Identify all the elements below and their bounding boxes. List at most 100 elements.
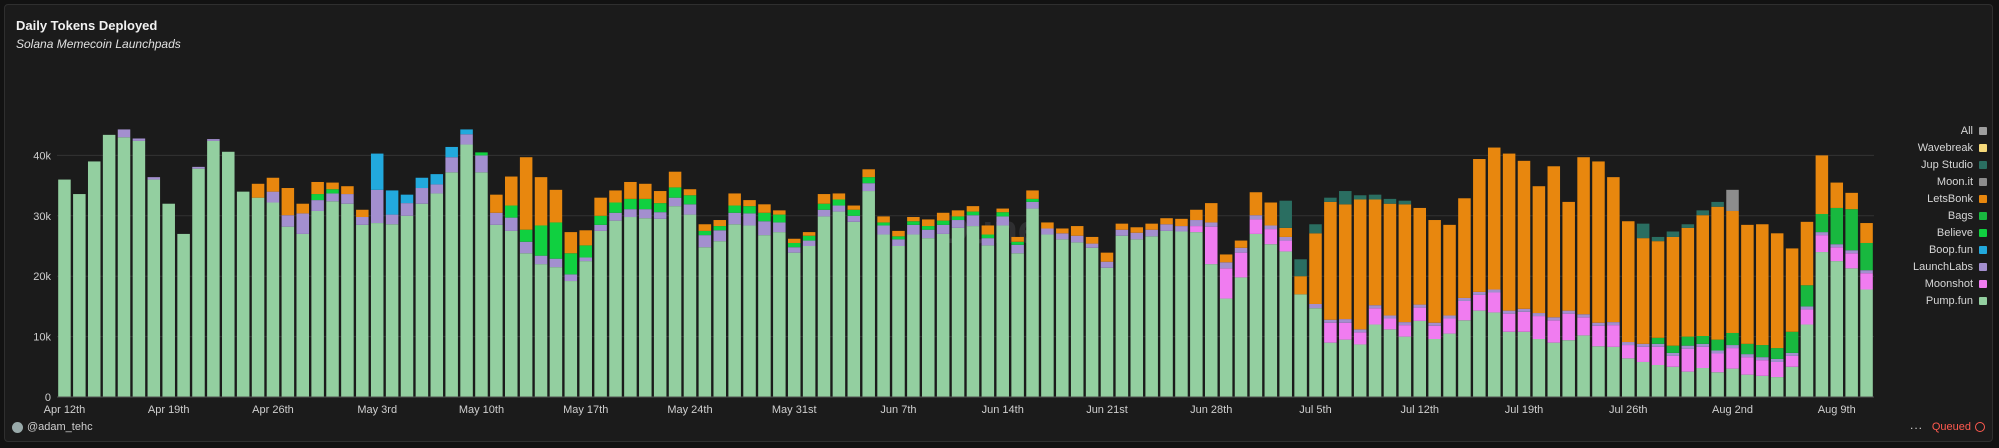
y-tick-label: 30k bbox=[33, 211, 51, 223]
bar-pump-fun-26 bbox=[445, 172, 458, 397]
bar-letsbonk-65 bbox=[1026, 190, 1039, 199]
bar-jup-studio-106 bbox=[1636, 223, 1650, 239]
bar-launchlabs-70 bbox=[1100, 261, 1114, 268]
bar-pump-fun-38 bbox=[624, 217, 637, 397]
bar-letsbonk-91 bbox=[1413, 207, 1427, 305]
bar-jup-studio-88 bbox=[1368, 194, 1382, 200]
bar-pump-fun-58 bbox=[922, 238, 935, 397]
legend-swatch bbox=[1979, 126, 1987, 135]
bar-pump-fun-61 bbox=[966, 226, 980, 397]
bar-launchlabs-28 bbox=[475, 155, 488, 173]
bar-pump-fun-45 bbox=[728, 224, 741, 397]
bar-jup-studio-107 bbox=[1651, 236, 1665, 242]
bar-moonshot-114 bbox=[1756, 360, 1769, 376]
bar-letsbonk-54 bbox=[862, 169, 875, 178]
bar-launchlabs-117 bbox=[1800, 306, 1814, 310]
bar-pump-fun-121 bbox=[1860, 289, 1873, 397]
bar-letsbonk-43 bbox=[698, 224, 712, 231]
bar-letsbonk-37 bbox=[609, 190, 622, 203]
bar-letsbonk-20 bbox=[356, 209, 369, 218]
bar-pump-fun-30 bbox=[504, 230, 518, 397]
bar-letsbonk-71 bbox=[1115, 223, 1129, 230]
bar-believe-61 bbox=[966, 211, 980, 216]
bar-pump-fun-43 bbox=[698, 247, 712, 397]
bar-jup-studio-82 bbox=[1279, 200, 1292, 228]
bar-launchlabs-115 bbox=[1770, 358, 1784, 362]
legend-item-believe[interactable]: Believe bbox=[1807, 224, 1987, 241]
bar-launchlabs-20 bbox=[356, 217, 369, 225]
bar-pump-fun-89 bbox=[1383, 329, 1397, 397]
bar-letsbonk-76 bbox=[1190, 209, 1203, 221]
bar-moonshot-98 bbox=[1517, 311, 1531, 332]
author[interactable]: @adam_tehc bbox=[12, 421, 93, 433]
bar-bags-119 bbox=[1830, 207, 1844, 245]
bar-letsbonk-16 bbox=[296, 203, 309, 214]
bar-believe-43 bbox=[698, 230, 712, 236]
bar-launchlabs-56 bbox=[892, 239, 905, 246]
bar-pump-fun-76 bbox=[1190, 232, 1203, 397]
bar-launchlabs-4 bbox=[117, 129, 131, 138]
bar-launchlabs-106 bbox=[1636, 343, 1650, 347]
bar-pump-fun-32 bbox=[534, 264, 548, 397]
bar-pump-fun-67 bbox=[1056, 239, 1069, 397]
bar-pump-fun-88 bbox=[1368, 324, 1382, 397]
legend-item-moonshot[interactable]: Moonshot bbox=[1807, 275, 1987, 292]
legend-item-wavebreak[interactable]: Wavebreak bbox=[1807, 139, 1987, 156]
bar-boop-fun-23 bbox=[400, 194, 414, 204]
bar-pump-fun-69 bbox=[1085, 247, 1099, 397]
chart-subtitle: Solana Memecoin Launchpads bbox=[16, 37, 181, 51]
legend-item-boop-fun[interactable]: Boop.fun bbox=[1807, 241, 1987, 258]
bar-launchlabs-36 bbox=[594, 224, 607, 231]
bar-launchlabs-61 bbox=[966, 215, 980, 227]
bar-launchlabs-73 bbox=[1145, 229, 1158, 237]
bar-launchlabs-63 bbox=[996, 216, 1009, 226]
bar-launchlabs-103 bbox=[1592, 322, 1605, 326]
bar-moonshot-96 bbox=[1487, 292, 1501, 313]
status-label: Queued bbox=[1931, 421, 1971, 433]
bar-launchlabs-22 bbox=[385, 214, 399, 225]
bar-pump-fun-24 bbox=[415, 203, 429, 397]
legend-item-moon-it[interactable]: Moon.it bbox=[1807, 173, 1987, 190]
bar-launchlabs-9 bbox=[192, 166, 205, 169]
x-tick-label: May 3rd bbox=[357, 404, 397, 416]
legend-item-pump-fun[interactable]: Pump.fun bbox=[1807, 292, 1987, 309]
bar-moonshot-101 bbox=[1562, 313, 1575, 341]
more-options-button[interactable]: ... bbox=[1909, 418, 1923, 432]
bar-believe-35 bbox=[579, 245, 592, 258]
legend-item-all[interactable]: All bbox=[1807, 122, 1987, 139]
bar-bags-118 bbox=[1815, 213, 1829, 233]
bar-letsbonk-87 bbox=[1353, 199, 1367, 330]
bar-launchlabs-21 bbox=[370, 189, 384, 224]
bar-pump-fun-81 bbox=[1264, 244, 1278, 397]
bar-letsbonk-100 bbox=[1547, 166, 1561, 318]
bar-launchlabs-16 bbox=[296, 213, 309, 234]
bar-moonshot-93 bbox=[1443, 318, 1456, 334]
bar-launchlabs-88 bbox=[1368, 305, 1382, 309]
legend-label: All bbox=[1960, 124, 1973, 137]
bar-letsbonk-112 bbox=[1726, 210, 1739, 333]
bar-letsbonk-74 bbox=[1160, 218, 1173, 225]
bar-letsbonk-70 bbox=[1100, 252, 1114, 262]
legend-item-launchlabs[interactable]: LaunchLabs bbox=[1807, 258, 1987, 275]
bar-jup-studio-110 bbox=[1696, 210, 1709, 216]
bar-launchlabs-81 bbox=[1264, 225, 1278, 230]
bar-pump-fun-78 bbox=[1219, 298, 1233, 397]
bar-pump-fun-98 bbox=[1517, 331, 1531, 397]
bar-pump-fun-72 bbox=[1130, 239, 1144, 397]
bar-moonshot-97 bbox=[1502, 313, 1516, 332]
bar-boop-fun-21 bbox=[370, 153, 384, 190]
legend-item-jup-studio[interactable]: Jup Studio bbox=[1807, 156, 1987, 173]
bar-bags-116 bbox=[1785, 331, 1799, 353]
bar-pump-fun-87 bbox=[1353, 344, 1367, 397]
bar-launchlabs-75 bbox=[1175, 226, 1188, 232]
bar-pump-fun-75 bbox=[1175, 231, 1188, 397]
bar-letsbonk-61 bbox=[966, 206, 980, 212]
bar-launchlabs-49 bbox=[787, 247, 801, 253]
legend-item-bags[interactable]: Bags bbox=[1807, 207, 1987, 224]
bar-pump-fun-4 bbox=[117, 137, 131, 397]
bar-launchlabs-85 bbox=[1324, 319, 1337, 323]
bar-pump-fun-110 bbox=[1696, 368, 1709, 397]
bar-letsbonk-51 bbox=[817, 194, 831, 204]
bar-launchlabs-121 bbox=[1860, 270, 1873, 274]
legend-item-letsbonk[interactable]: LetsBonk bbox=[1807, 190, 1987, 207]
